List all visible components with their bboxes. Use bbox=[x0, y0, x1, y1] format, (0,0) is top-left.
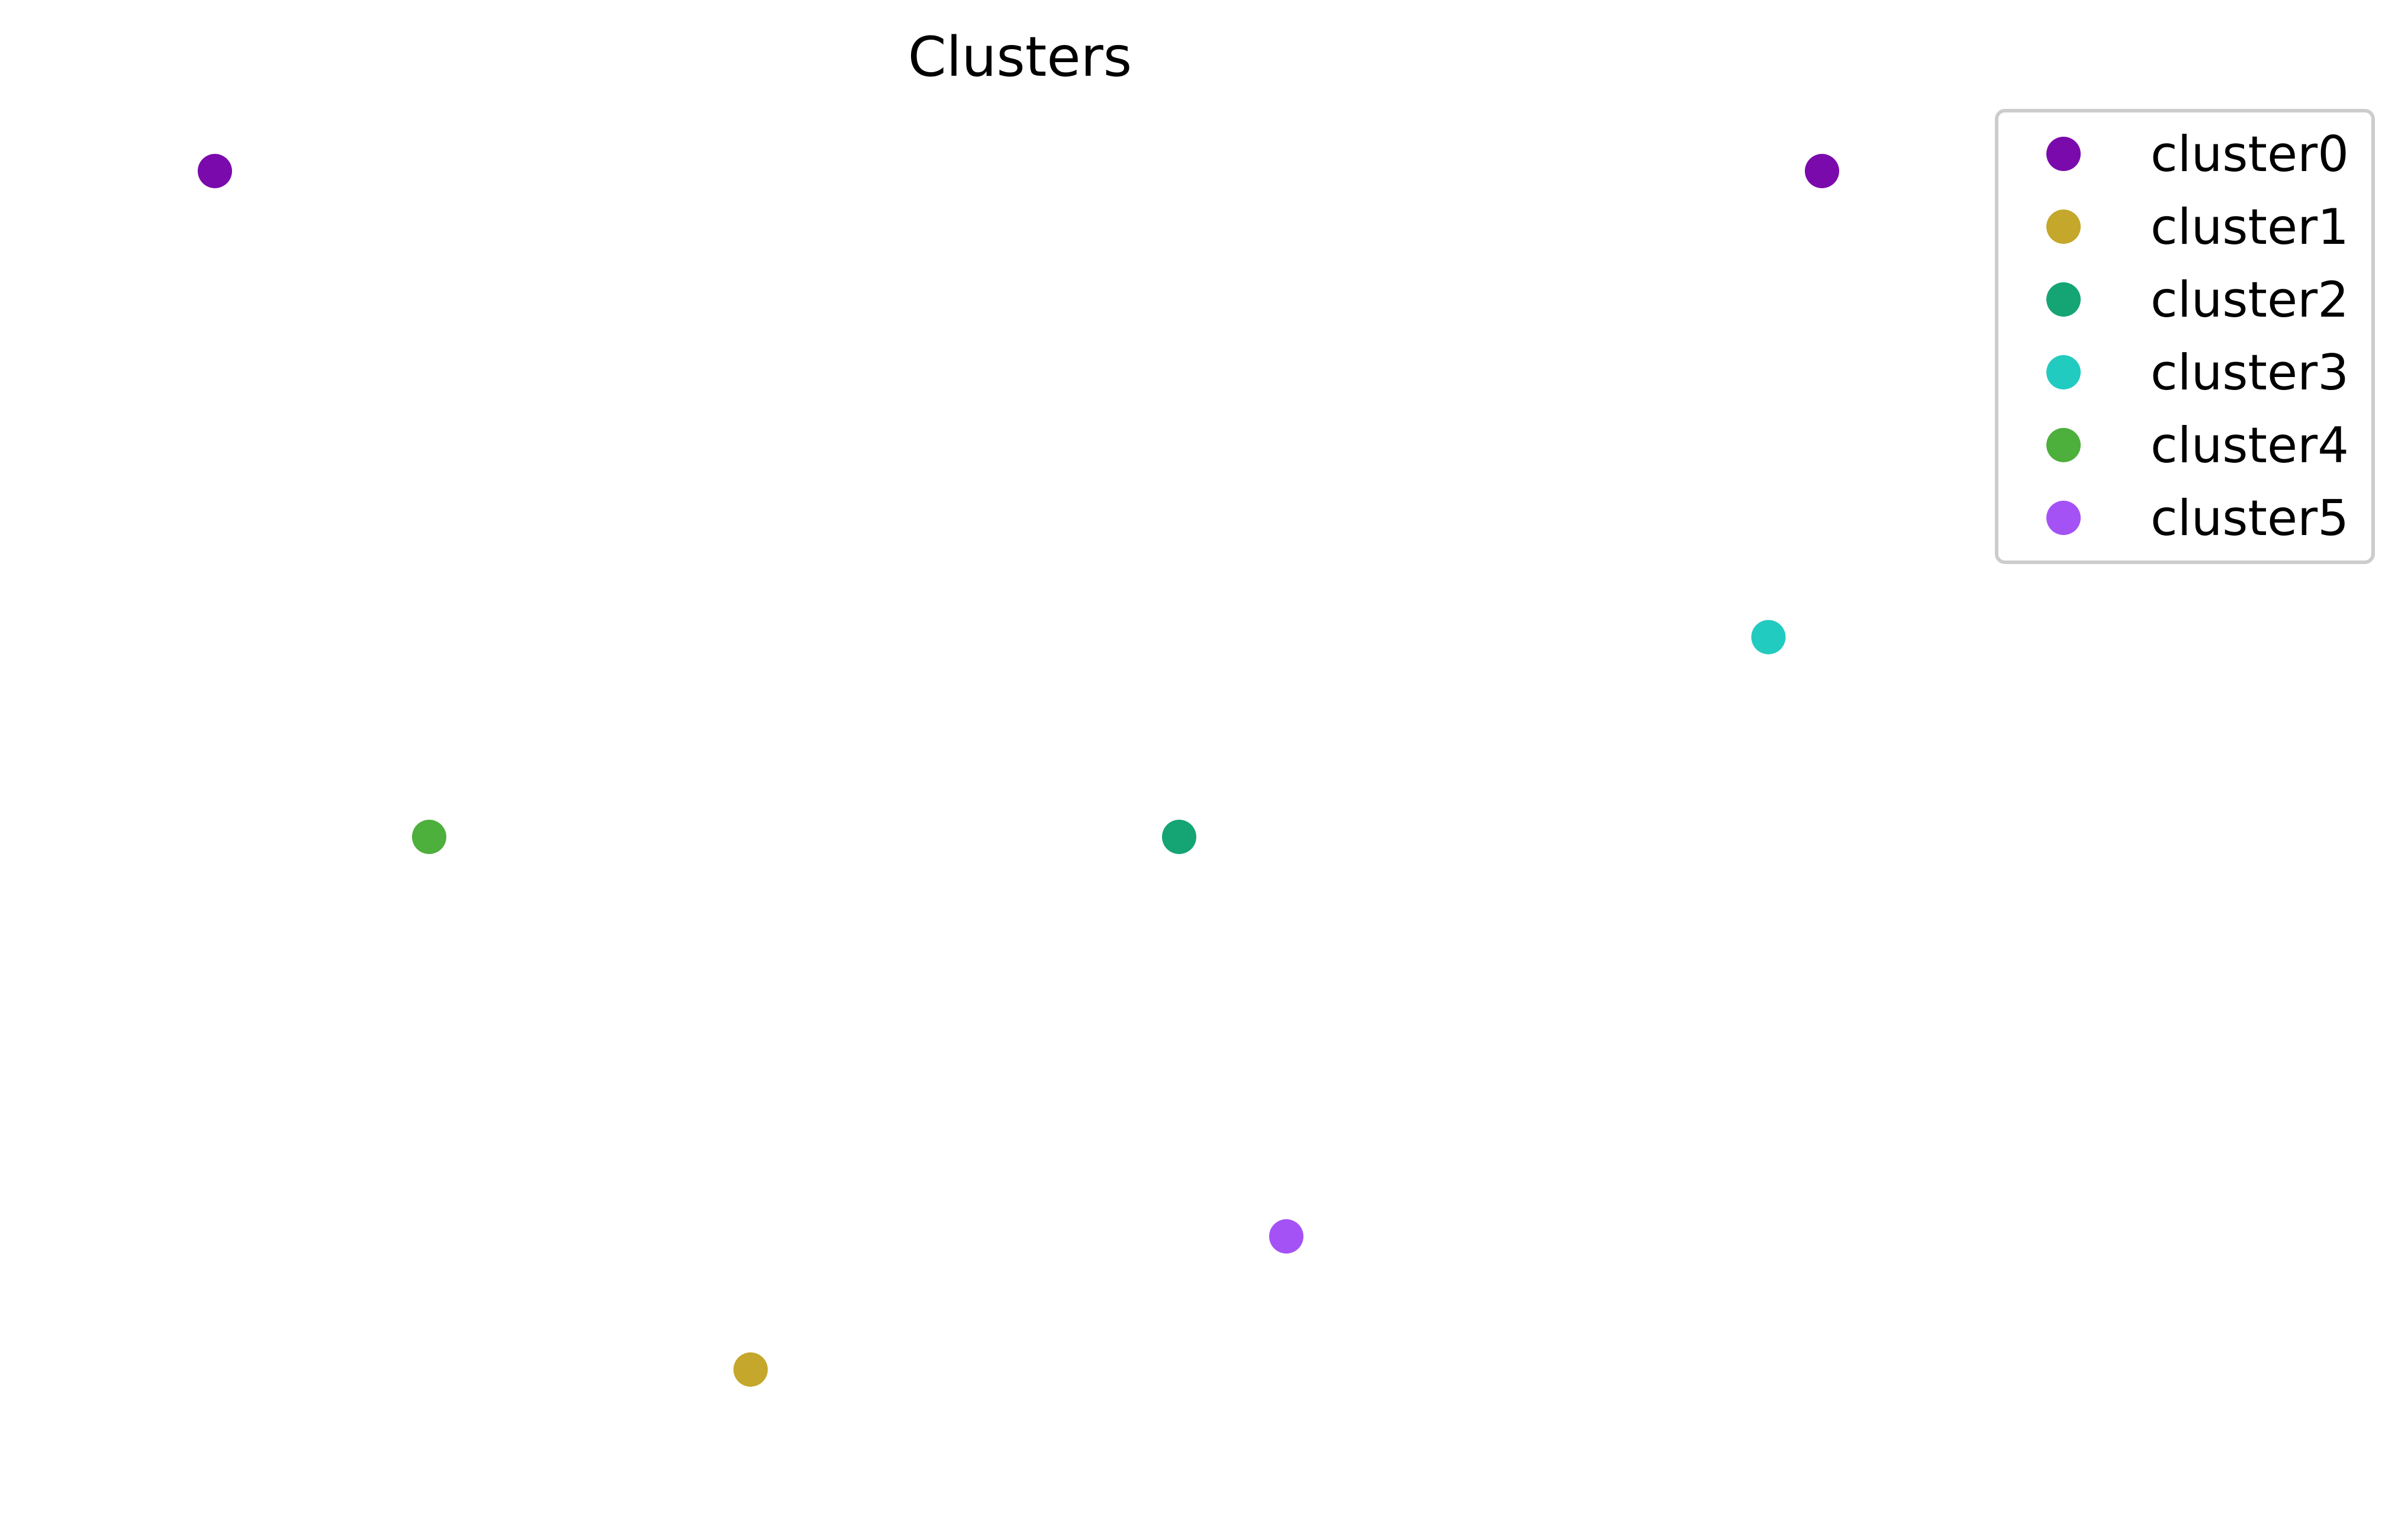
points-layer bbox=[198, 154, 1839, 1387]
legend-item-cluster4: cluster4 bbox=[2046, 417, 2349, 474]
legend-item-cluster1: cluster1 bbox=[2046, 198, 2349, 256]
legend-label-cluster1: cluster1 bbox=[2151, 198, 2349, 256]
cluster5-point-0 bbox=[1269, 1219, 1303, 1254]
legend-items: cluster0 cluster1 cluster2 cluster3 cluster4… bbox=[2046, 125, 2349, 547]
cluster3-point-0 bbox=[1751, 620, 1786, 655]
legend-item-cluster0: cluster0 bbox=[2046, 125, 2349, 183]
legend-label-cluster3: cluster3 bbox=[2151, 344, 2349, 401]
legend-item-cluster2: cluster2 bbox=[2046, 271, 2349, 328]
cluster2-point-0 bbox=[1162, 820, 1196, 854]
legend-marker-cluster1 bbox=[2046, 210, 2081, 244]
cluster4-point-0 bbox=[412, 820, 446, 854]
legend-marker-cluster4 bbox=[2046, 428, 2081, 462]
legend-marker-cluster2 bbox=[2046, 282, 2081, 317]
legend-marker-cluster3 bbox=[2046, 355, 2081, 389]
legend: cluster0 cluster1 cluster2 cluster3 cluster4… bbox=[1995, 109, 2375, 564]
legend-box bbox=[1995, 109, 2375, 564]
legend-label-cluster5: cluster5 bbox=[2151, 489, 2349, 547]
legend-label-cluster2: cluster2 bbox=[2151, 271, 2349, 328]
legend-item-cluster3: cluster3 bbox=[2046, 344, 2349, 401]
legend-item-cluster5: cluster5 bbox=[2046, 489, 2349, 547]
cluster0-point-1 bbox=[1805, 154, 1839, 188]
cluster0-point-0 bbox=[198, 154, 232, 188]
legend-marker-cluster5 bbox=[2046, 501, 2081, 535]
cluster1-point-0 bbox=[733, 1352, 768, 1387]
legend-label-cluster0: cluster0 bbox=[2151, 125, 2349, 183]
chart-title: Clusters bbox=[908, 25, 1132, 89]
legend-label-cluster4: cluster4 bbox=[2151, 417, 2349, 474]
legend-marker-cluster0 bbox=[2046, 137, 2081, 171]
